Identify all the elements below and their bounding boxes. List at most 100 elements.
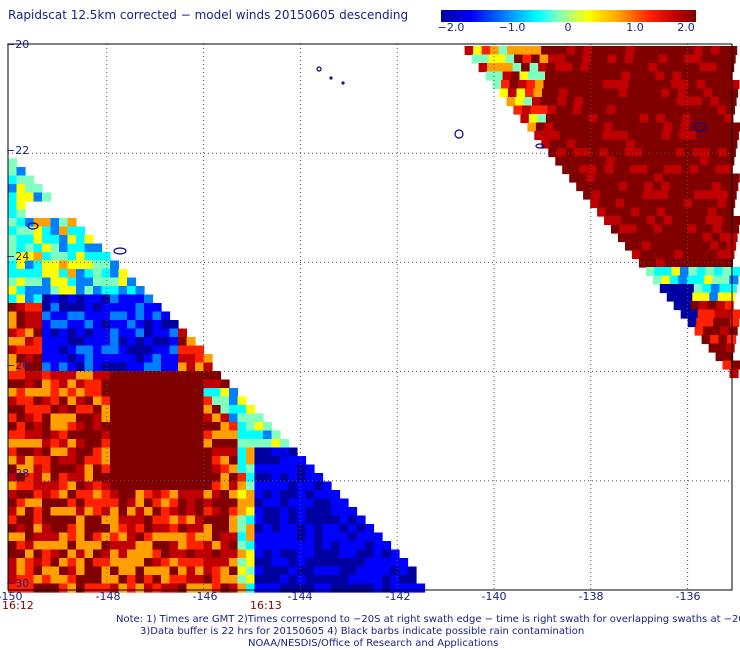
swath-cell (490, 46, 500, 56)
swath-cell (322, 541, 332, 551)
swath-cell (254, 490, 264, 500)
swath-cell (655, 258, 665, 268)
swath-cell (152, 379, 162, 389)
swath-cell (704, 224, 714, 234)
swath-cell (118, 320, 128, 330)
swath-cell (16, 490, 26, 500)
swath-cell (25, 422, 35, 432)
swath-cell (42, 413, 52, 423)
swath-cell (186, 507, 196, 517)
swath-cell (152, 498, 162, 508)
swath-cell (186, 473, 196, 483)
swath-cell (679, 224, 689, 234)
swath-cell (203, 439, 213, 449)
swath-cell (305, 498, 315, 508)
swath-cell (16, 328, 26, 338)
swath-cell (8, 320, 18, 330)
swath-cell (726, 148, 736, 158)
swath-cell (719, 46, 729, 56)
swath-cell (598, 199, 608, 209)
swath-cell (297, 498, 307, 508)
swath-cell (660, 46, 670, 56)
swath-cell (169, 413, 179, 423)
lon-tick-label: -148 (95, 590, 121, 603)
swath-cell (33, 371, 43, 381)
swath-cell (237, 430, 247, 440)
swath-cell (515, 46, 525, 56)
swath-cell (577, 173, 587, 183)
swath-cell (263, 558, 273, 568)
swath-cell (8, 192, 18, 202)
swath-cell (59, 456, 69, 466)
swath-cell (348, 507, 358, 517)
swath-cell (144, 558, 154, 568)
swath-cell (719, 97, 729, 107)
swath-cell (665, 63, 675, 73)
swath-cell (212, 583, 222, 593)
swath-cell (507, 46, 517, 56)
swath-cell (689, 71, 699, 81)
swath-cell (594, 80, 604, 90)
swath-cell (611, 224, 621, 234)
swath-cell (720, 233, 730, 243)
swath-cell (178, 379, 188, 389)
swath-cell (178, 456, 188, 466)
swath-cell (8, 566, 18, 576)
swath-cell (348, 549, 358, 559)
swath-cell (575, 46, 585, 56)
swath-cell (67, 320, 77, 330)
swath-cell (161, 498, 171, 508)
swath-cell (679, 173, 689, 183)
swath-cell (685, 284, 695, 294)
swath-cell (76, 294, 86, 304)
swath-cell (110, 260, 120, 270)
swath-cell (633, 148, 643, 158)
swath-cell (246, 507, 256, 517)
swath-cell (680, 122, 690, 132)
swath-cell (280, 515, 290, 525)
swath-cell (229, 507, 239, 517)
swath-cell (101, 422, 111, 432)
lon-tick-label: -140 (481, 590, 507, 603)
swath-cell (254, 413, 264, 423)
swath-cell (533, 88, 543, 98)
swath-cell (582, 54, 592, 64)
swath-cell (59, 498, 69, 508)
swath-cell (16, 311, 26, 321)
swath-cell (169, 320, 179, 330)
swath-cell (16, 167, 26, 177)
swath-cell (195, 396, 205, 406)
swath-cell (696, 318, 706, 328)
swath-cell (220, 575, 230, 585)
swath-cell (545, 71, 555, 81)
swath-cell (195, 456, 205, 466)
swath-cell (653, 131, 663, 141)
swath-cell (152, 575, 162, 585)
swath-cell (84, 337, 94, 347)
swath-cell (127, 541, 137, 551)
lon-tick-label: -146 (192, 590, 218, 603)
swath-cell (67, 481, 77, 491)
swath-cell (33, 498, 43, 508)
swath-cell (297, 575, 307, 585)
swath-cell (634, 190, 644, 200)
swath-cell (246, 464, 256, 474)
swath-cell (718, 54, 728, 64)
swath-cell (719, 139, 729, 149)
swath-cell (699, 63, 709, 73)
swath-cell (152, 354, 162, 364)
swath-cell (118, 515, 128, 525)
swath-cell (637, 80, 647, 90)
swath-cell (33, 362, 43, 372)
swath-cell (33, 286, 43, 296)
swath-cell (642, 241, 652, 251)
swath-cell (93, 490, 103, 500)
swath-cell (178, 371, 188, 381)
swath-cell (76, 303, 86, 313)
swath-cell (169, 490, 179, 500)
swath-cell (373, 541, 383, 551)
swath-cell (76, 447, 86, 457)
swath-cell (110, 328, 120, 338)
swath-cell (152, 456, 162, 466)
swath-cell (600, 97, 610, 107)
